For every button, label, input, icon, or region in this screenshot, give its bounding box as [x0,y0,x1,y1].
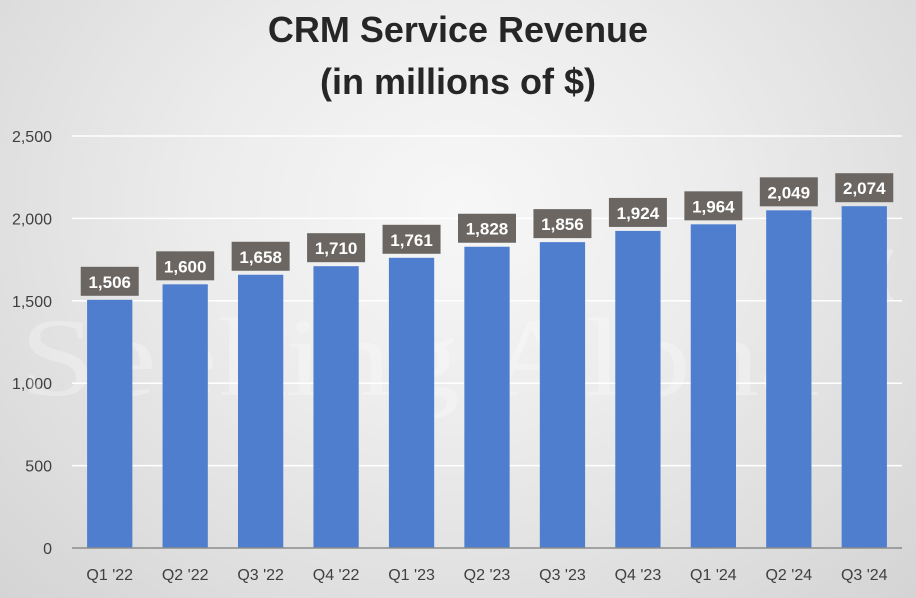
bar [690,224,736,548]
data-label-background [382,224,441,254]
x-tick-label: Q2 '24 [765,567,812,584]
x-tick-label: Q1 '24 [690,567,737,584]
data-label-background [156,251,215,281]
data-label-text: 1,600 [164,257,207,276]
data-label-background [835,173,894,203]
x-tick-label: Q3 '23 [539,567,586,584]
data-label-text: 1,856 [541,215,584,234]
x-axis-category-labels: Q1 '22 Q2 '22 Q3 '22 Q4 '22 Q1 '23 Q2 '23 Q3 '… [86,567,887,584]
data-label-text: 2,074 [843,179,886,198]
y-tick-label: 0 [43,541,52,558]
data-label-text: 1,828 [466,220,509,239]
data-label-text: 2,049 [768,183,811,202]
bar [313,266,359,548]
data-label-text: 1,964 [692,197,735,216]
bar [766,210,812,548]
data-label-text: 1,658 [239,248,282,267]
data-label-text: 1,761 [390,231,433,250]
bar [539,242,586,548]
data-label: 1,658 [231,241,290,271]
data-label: 1,761 [382,224,441,254]
data-label: 1,506 [80,266,139,296]
data-label: 1,828 [458,213,516,243]
data-label-background [80,266,139,296]
data-label-background [608,197,667,227]
y-axis-tick-labels: 0 500 1,000 1,500 2,000 2,500 [12,129,52,558]
chart-title-line-2: (in millions of $) [320,61,596,102]
y-tick-label: 1,000 [12,376,52,393]
data-label: 2,049 [759,177,818,207]
y-tick-label: 500 [25,459,52,476]
bar [87,299,133,548]
data-label: 1,964 [684,191,743,221]
bar [238,274,284,548]
data-label-background [759,177,818,207]
data-label-text: 1,506 [88,273,131,292]
data-label-background [231,241,290,271]
data-label-text: 1,924 [617,204,660,223]
bar [615,230,661,548]
x-tick-label: Q4 '22 [313,567,360,584]
bar [388,257,435,548]
bar [841,206,887,548]
data-label: 1,924 [608,197,667,227]
x-tick-label: Q1 '23 [388,567,435,584]
data-labels: 1,506 1,600 1,658 1,710 1,761 1,828 1,856 1,924… [80,173,894,296]
x-tick-label: Q3 '22 [237,567,284,584]
data-label: 1,600 [156,251,215,281]
y-tick-label: 1,500 [12,294,52,311]
bars [87,206,887,548]
data-label: 1,856 [533,209,592,239]
y-tick-label: 2,500 [12,129,52,146]
x-tick-label: Q4 '23 [615,567,662,584]
y-tick-label: 2,000 [12,211,52,228]
data-label: 2,074 [835,173,894,203]
x-tick-label: Q3 '24 [841,567,888,584]
data-label-text: 1,710 [315,239,358,258]
x-tick-label: Q2 '23 [464,567,511,584]
data-label-background [533,209,592,239]
data-label: 1,710 [307,233,366,263]
data-label-background [684,191,743,221]
x-tick-label: Q1 '22 [86,567,133,584]
chart-title-line-1: CRM Service Revenue [268,9,648,50]
bar [162,284,208,548]
x-tick-label: Q2 '22 [162,567,209,584]
data-label-background [458,213,516,243]
data-label-background [307,233,366,263]
bar [464,246,510,548]
